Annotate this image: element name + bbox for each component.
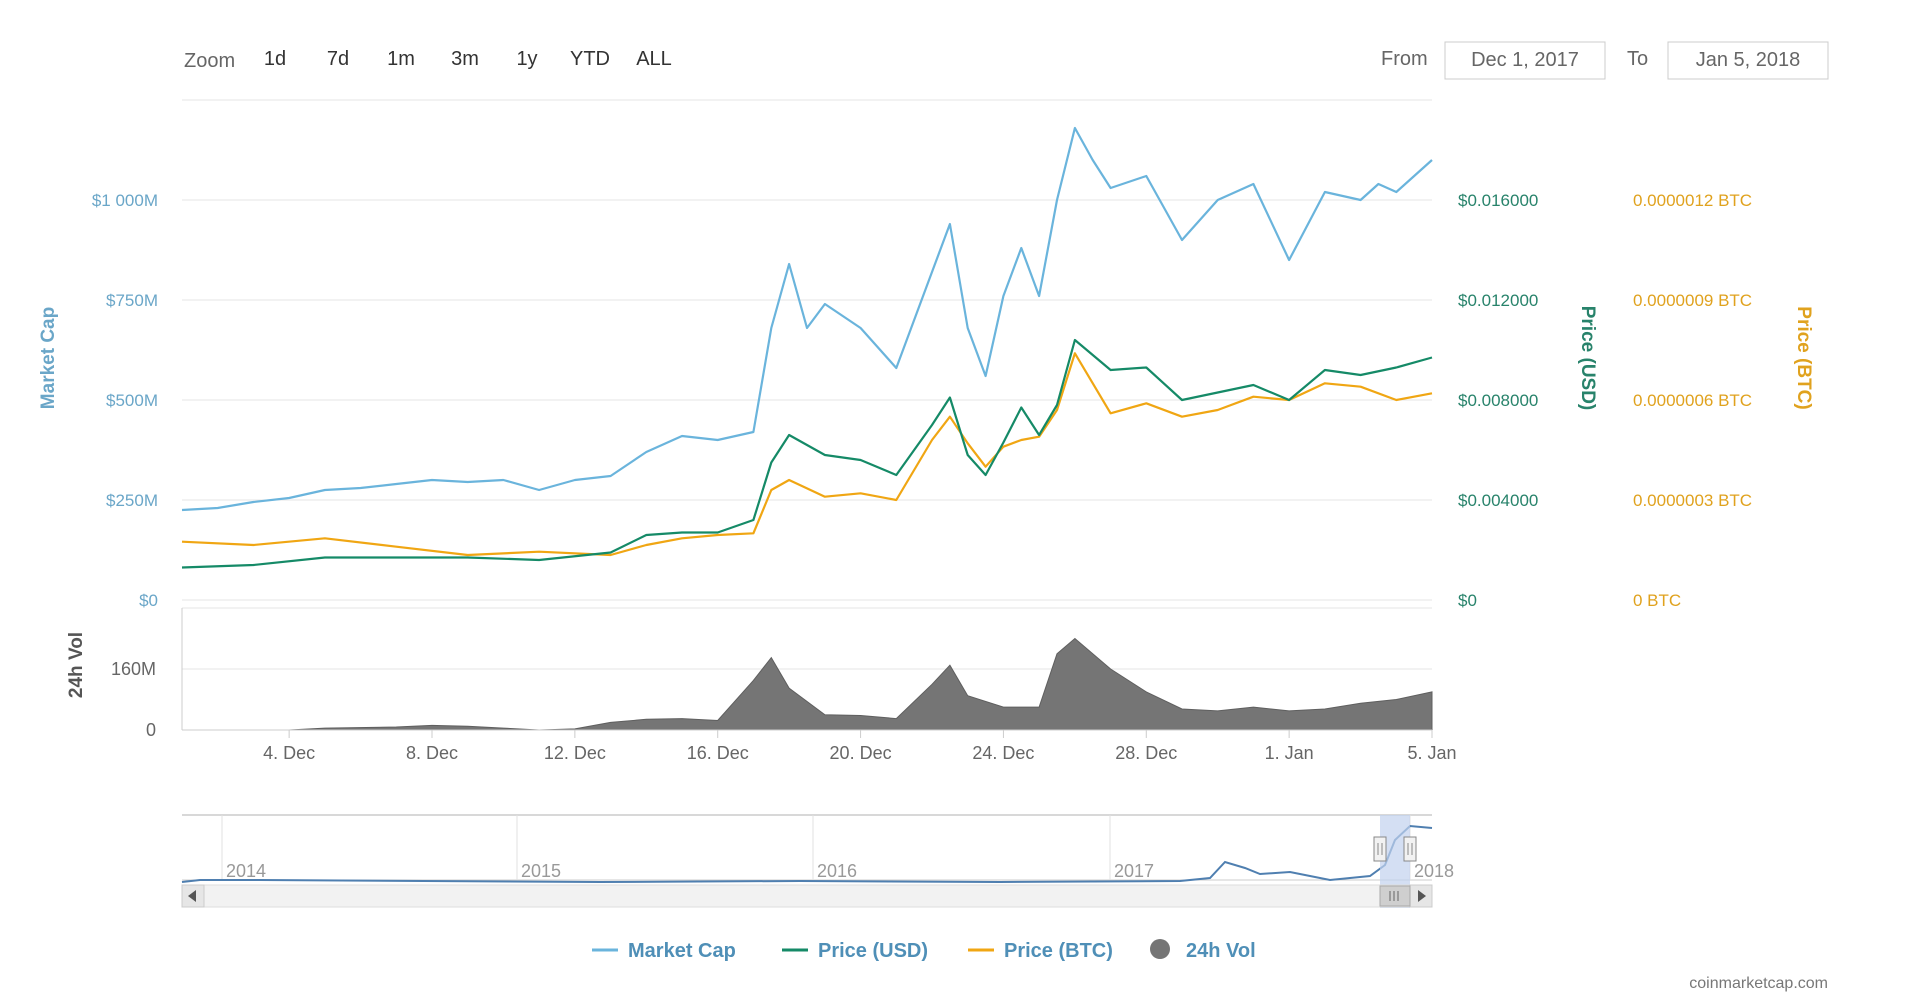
scroll-right-arrow-icon [1418, 890, 1426, 902]
volume-tick-label: 160M [111, 659, 156, 679]
x-axis: 4. Dec 8. Dec 12. Dec 16. Dec 20. Dec 24. Dec… [182, 729, 1457, 763]
market-cap-tick-label: $0 [139, 591, 158, 610]
x-tick-label: 12. Dec [544, 743, 606, 763]
x-tick-label: 1. Jan [1265, 743, 1314, 763]
x-tick-label: 20. Dec [830, 743, 892, 763]
legend-label: Market Cap [628, 940, 736, 962]
price-btc-axis-title: Price (BTC) [1793, 306, 1814, 409]
zoom-button-ytd[interactable]: YTD [570, 48, 610, 70]
from-label: From [1381, 48, 1428, 70]
volume-area [182, 637, 1433, 731]
navigator-year-label: 2014 [226, 861, 266, 881]
legend-label: Price (USD) [818, 940, 928, 962]
legend-label: 24h Vol [1186, 940, 1256, 962]
zoom-button-7d[interactable]: 7d [327, 48, 349, 70]
x-tick-label: 8. Dec [406, 743, 458, 763]
zoom-button-1m[interactable]: 1m [387, 48, 415, 70]
volume-axis-title: 24h Vol [66, 632, 87, 698]
navigator-left-handle[interactable] [1373, 836, 1387, 862]
main-plot: $0 $250M $500M $750M $1 000M $0 $0.004000 $0.0… [38, 99, 1814, 610]
x-tick-label: 4. Dec [263, 743, 315, 763]
price-btc-line [181, 352, 1433, 557]
volume-tick-label: 0 [146, 720, 156, 740]
legend-label: Price (BTC) [1004, 940, 1113, 962]
market-cap-axis-title: Market Cap [38, 307, 59, 409]
date-range: From Dec 1, 2017 To Jan 5, 2018 [1381, 41, 1829, 80]
navigator-year-label: 2017 [1114, 861, 1154, 881]
from-date-input[interactable]: Dec 1, 2017 [1444, 41, 1606, 80]
navigator-right-handle[interactable] [1403, 836, 1417, 862]
x-tick-label: 28. Dec [1115, 743, 1177, 763]
price-usd-line [181, 338, 1433, 569]
legend: Market Cap Price (USD) Price (BTC) 24h Vol [592, 939, 1256, 962]
to-date-value: Jan 5, 2018 [1696, 49, 1801, 71]
legend-24h-vol[interactable]: 24h Vol [1150, 939, 1256, 962]
navigator-year-label: 2018 [1414, 861, 1454, 881]
price-usd-tick-label: $0.016000 [1458, 191, 1538, 210]
to-date-input[interactable]: Jan 5, 2018 [1667, 41, 1829, 80]
price-btc-tick-label: 0.0000009 BTC [1633, 291, 1752, 310]
zoom-button-1y[interactable]: 1y [516, 48, 537, 70]
price-btc-tick-label: 0.0000006 BTC [1633, 391, 1752, 410]
x-tick-label: 5. Jan [1407, 743, 1456, 763]
volume-panel: 0 160M 24h Vol [66, 607, 1433, 740]
legend-price-btc[interactable]: Price (BTC) [968, 940, 1113, 962]
price-usd-axis-title: Price (USD) [1577, 306, 1598, 411]
zoom-toolbar: Zoom 1d 7d 1m 3m 1y YTD ALL [184, 48, 672, 72]
x-tick-label: 24. Dec [972, 743, 1034, 763]
zoom-button-1d[interactable]: 1d [264, 48, 286, 70]
price-btc-tick-label: 0.0000003 BTC [1633, 491, 1752, 510]
from-date-value: Dec 1, 2017 [1471, 49, 1579, 71]
market-cap-line [181, 126, 1433, 512]
x-tick-label: 16. Dec [687, 743, 749, 763]
navigator-year-label: 2016 [817, 861, 857, 881]
price-btc-tick-label: 0.0000012 BTC [1633, 191, 1752, 210]
price-usd-tick-label: $0 [1458, 591, 1477, 610]
market-cap-tick-label: $1 000M [92, 191, 158, 210]
price-usd-tick-label: $0.004000 [1458, 491, 1538, 510]
to-label: To [1627, 48, 1648, 70]
legend-circle-icon [1150, 939, 1170, 959]
market-cap-tick-label: $750M [106, 291, 158, 310]
legend-market-cap[interactable]: Market Cap [592, 940, 736, 962]
zoom-button-3m[interactable]: 3m [451, 48, 479, 70]
price-usd-tick-label: $0.008000 [1458, 391, 1538, 410]
market-cap-tick-label: $250M [106, 491, 158, 510]
price-btc-tick-label: 0 BTC [1633, 591, 1681, 610]
zoom-button-all[interactable]: ALL [636, 48, 672, 70]
navigator-series [181, 824, 1433, 884]
price-usd-tick-label: $0.012000 [1458, 291, 1538, 310]
scroll-thumb[interactable] [1379, 885, 1411, 907]
credit-link[interactable]: coinmarketcap.com [1689, 975, 1828, 992]
legend-price-usd[interactable]: Price (USD) [782, 940, 928, 962]
market-cap-tick-label: $500M [106, 391, 158, 410]
scroll-left-arrow-icon [188, 890, 196, 902]
navigator-scrollbar[interactable] [181, 884, 1433, 908]
zoom-label: Zoom [184, 50, 235, 72]
navigator-year-label: 2015 [521, 861, 561, 881]
